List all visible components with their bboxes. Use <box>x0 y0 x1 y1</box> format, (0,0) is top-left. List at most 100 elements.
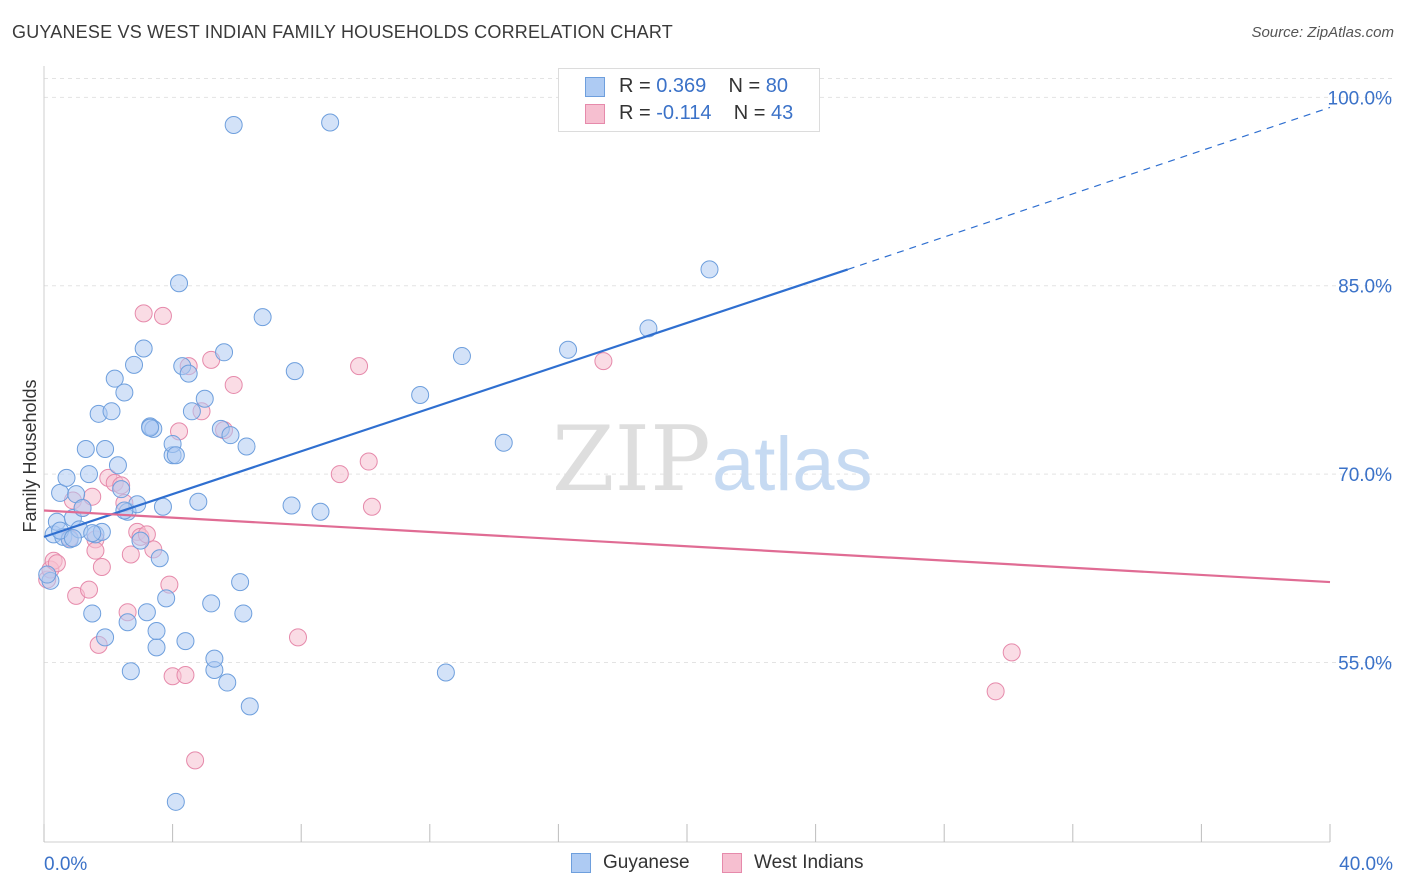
watermark-zip: ZIP <box>552 407 711 512</box>
n-value: 43 <box>770 102 794 124</box>
tick-labels: 55.0% 70.0% 85.0% 100.0% 0.0% 40.0% <box>44 88 1393 875</box>
legend-swatch-blue <box>571 853 591 873</box>
guyanese-point <box>321 113 340 132</box>
guyanese-point <box>137 603 156 622</box>
guyanese-point <box>38 565 57 584</box>
trend-lines <box>43 106 1331 584</box>
watermark: ZIP atlas <box>552 407 873 512</box>
guyanese-point <box>182 402 201 421</box>
guyanese-point <box>131 531 150 550</box>
watermark-atlas: atlas <box>712 422 873 507</box>
west-indians-point <box>224 375 243 394</box>
guyanese-point <box>83 604 102 623</box>
guyanese-point <box>105 369 124 388</box>
guyanese-point <box>80 465 99 484</box>
guyanese-points <box>38 113 719 811</box>
n-value: 80 <box>765 75 789 97</box>
guyanese-point <box>115 383 134 402</box>
guyanese-point <box>282 496 301 515</box>
west-indians-point <box>121 545 140 564</box>
guyanese-point <box>234 604 253 623</box>
stats-legend: R = 0.369 N = 80 R = -0.114 N = 43 <box>558 68 820 132</box>
west-indians-point <box>330 465 349 484</box>
y-tick-label: 55.0% <box>1338 653 1392 674</box>
legend-label: West Indians <box>754 852 864 873</box>
chart-title: GUYANESE VS WEST INDIAN FAMILY HOUSEHOLD… <box>12 22 673 42</box>
guyanese-point <box>189 492 208 511</box>
guyanese-point <box>150 549 169 568</box>
guyanese-point <box>237 437 256 456</box>
r-label: R = <box>619 75 651 97</box>
n-label: N = <box>733 102 766 124</box>
guyanese-point <box>285 362 304 381</box>
guyanese-point <box>153 497 172 516</box>
legend-label: Guyanese <box>603 852 690 873</box>
guyanese-point <box>63 529 82 548</box>
guyanese-point <box>108 456 127 475</box>
guyanese-point <box>700 260 719 279</box>
guyanese-point <box>639 319 658 338</box>
west-indians-trend-line <box>43 509 1331 584</box>
west-indians-point <box>1002 643 1021 662</box>
west-indians-point <box>288 628 307 647</box>
axes <box>43 66 1331 843</box>
west-indians-point <box>986 682 1005 701</box>
y-tick-label: 70.0% <box>1338 465 1392 486</box>
guyanese-point <box>147 638 166 657</box>
west-indians-point <box>362 497 381 516</box>
guyanese-point <box>96 439 115 458</box>
west-indians-point <box>186 751 205 770</box>
guyanese-point <box>125 355 144 374</box>
guyanese-point <box>112 480 131 499</box>
guyanese-point <box>240 697 259 716</box>
guyanese-point <box>436 663 455 682</box>
guyanese-point <box>215 343 234 362</box>
guyanese-point <box>51 483 70 502</box>
guyanese-point <box>411 385 430 404</box>
guyanese-point <box>57 468 76 487</box>
guyanese-point <box>205 649 224 668</box>
west-indians-point <box>153 306 172 325</box>
guyanese-point <box>221 426 240 445</box>
guyanese-point <box>102 402 121 421</box>
guyanese-point <box>118 613 137 632</box>
west-indians-point <box>134 304 153 323</box>
guyanese-trend-extension <box>847 106 1331 270</box>
y-tick-label: 100.0% <box>1328 88 1393 109</box>
west-indians-point <box>594 352 613 371</box>
y-tick-label: 85.0% <box>1338 277 1392 298</box>
guyanese-point <box>76 439 95 458</box>
n-label: N = <box>728 75 761 97</box>
legend-swatch-blue <box>585 77 605 97</box>
west-indians-point <box>92 558 111 577</box>
guyanese-point <box>96 628 115 647</box>
guyanese-point <box>224 116 243 135</box>
guyanese-point <box>121 662 140 681</box>
guyanese-point <box>141 418 160 437</box>
source-note: Source: ZipAtlas.com <box>1251 24 1394 41</box>
y-axis-label: Family Households <box>20 379 40 532</box>
r-value: 0.369 <box>656 75 707 97</box>
x-tick-label: 40.0% <box>1339 854 1393 875</box>
guyanese-trend-line <box>43 268 849 538</box>
guyanese-point <box>176 632 195 651</box>
west-indians-point <box>86 541 105 560</box>
guyanese-point <box>170 274 189 293</box>
guyanese-point <box>253 308 272 327</box>
r-value: -0.114 <box>656 102 712 124</box>
guyanese-point <box>202 594 221 613</box>
guyanese-point <box>195 389 214 408</box>
guyanese-point <box>166 446 185 465</box>
guyanese-point <box>179 364 198 383</box>
legend-swatch-pink <box>722 853 742 873</box>
west-indians-point <box>350 357 369 376</box>
guyanese-point <box>494 433 513 452</box>
west-indians-point <box>359 452 378 471</box>
guyanese-point <box>166 792 185 811</box>
west-indians-point <box>176 665 195 684</box>
guyanese-point <box>452 347 471 366</box>
guyanese-point <box>218 673 237 692</box>
guyanese-point <box>83 524 102 543</box>
guyanese-point <box>147 622 166 641</box>
r-label: R = <box>619 102 651 124</box>
